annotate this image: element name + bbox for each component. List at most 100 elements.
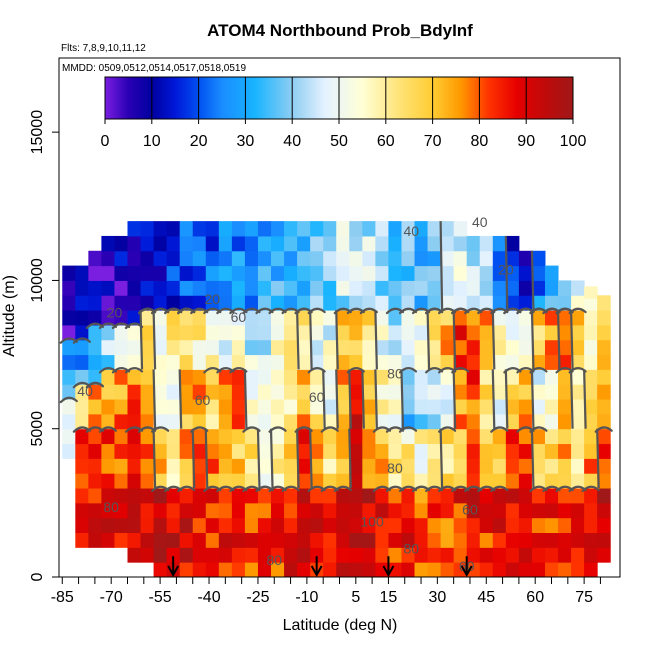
heatmap-cell — [218, 562, 233, 577]
heatmap-cell — [153, 562, 168, 577]
contour-segment — [439, 221, 444, 311]
heatmap-cell — [140, 384, 155, 400]
heatmap-cell — [414, 413, 429, 430]
heatmap-cell — [440, 562, 455, 577]
heatmap-cell — [205, 250, 220, 267]
heatmap-cell — [192, 250, 207, 267]
heatmap-cell — [414, 562, 429, 577]
flight-arrows — [167, 556, 473, 578]
heatmap-cell — [88, 339, 102, 356]
heatmap-cell — [597, 473, 611, 489]
x-tick-label: 5 — [351, 589, 360, 606]
heatmap-cell — [127, 339, 142, 356]
heatmap-cell — [388, 517, 402, 534]
heatmap-cell — [323, 280, 337, 296]
heatmap-cell — [166, 517, 181, 534]
heatmap-cell — [284, 280, 298, 296]
heatmap-cell — [401, 532, 416, 548]
heatmap-cell — [349, 324, 363, 341]
heatmap-cell — [179, 280, 194, 296]
heatmap-cell — [101, 295, 115, 311]
contour-segment — [85, 381, 104, 389]
heatmap-cell — [140, 221, 155, 237]
heatmap-cell — [205, 384, 220, 400]
heatmap-cell — [531, 547, 546, 563]
heatmap-cell — [388, 310, 402, 326]
heatmap-cell — [192, 354, 207, 370]
heatmap-cell — [284, 413, 298, 430]
heatmap-cell — [362, 458, 376, 474]
contour-label: 80 — [103, 499, 119, 515]
heatmap-cell — [453, 488, 468, 504]
heatmap-cell — [466, 399, 481, 415]
heatmap-cell — [453, 221, 468, 237]
contour-segment — [269, 428, 274, 489]
heatmap-cell — [401, 221, 416, 237]
heatmap-cell — [310, 532, 324, 548]
heatmap-cell — [257, 339, 272, 356]
heatmap-cell — [401, 488, 416, 504]
heatmap-cell — [362, 473, 376, 489]
heatmap-cell — [349, 458, 363, 474]
heatmap-cell — [558, 458, 572, 474]
y-axis-label: Altitude (m) — [1, 275, 18, 357]
heatmap-cell — [114, 354, 128, 370]
heatmap-cell — [375, 339, 389, 356]
heatmap-cell — [597, 324, 611, 341]
heatmap-cell — [440, 250, 455, 267]
heatmap-cell — [218, 295, 233, 311]
heatmap-cell — [218, 413, 233, 430]
contour-segment — [335, 369, 339, 429]
heatmap-cell — [336, 221, 350, 237]
heatmap-cell — [571, 295, 585, 311]
heatmap-cell — [349, 502, 363, 519]
heatmap-cell — [88, 324, 102, 341]
contour-segment — [556, 310, 561, 370]
heatmap-cell — [166, 250, 181, 267]
heatmap-cell — [401, 502, 416, 519]
heatmap-cell — [192, 473, 207, 489]
heatmap-cell — [401, 547, 416, 563]
heatmap-cell — [297, 295, 311, 311]
heatmap-cell — [466, 295, 481, 311]
flights-annotation: Flts: 7,8,9,10,11,12 — [61, 43, 146, 54]
heatmap-cell — [192, 399, 207, 415]
contour-segment — [177, 485, 196, 493]
heatmap-cell — [127, 532, 142, 548]
heatmap-cell — [310, 324, 324, 341]
heatmap-cell — [323, 443, 337, 459]
heatmap-cell — [388, 280, 402, 296]
heatmap-cell — [231, 502, 246, 519]
heatmap-cell — [127, 473, 142, 489]
heatmap-cell — [531, 265, 546, 281]
heatmap-cell — [271, 354, 285, 370]
heatmap-cell — [127, 295, 142, 311]
heatmap-cell — [388, 250, 402, 267]
heatmap-cell — [571, 532, 585, 548]
heatmap-cell — [466, 502, 481, 519]
heatmap-cell — [466, 428, 481, 445]
heatmap-cell — [401, 339, 416, 356]
heatmap-cell — [597, 384, 611, 400]
heatmap-cell — [336, 280, 350, 296]
heatmap-cell — [271, 384, 285, 400]
heatmap-cell — [297, 562, 311, 577]
heatmap-cell — [492, 443, 507, 459]
dates-annotation: MMDD: 0509,0512,0514,0517,0518,0519 — [62, 63, 246, 74]
heatmap-cell — [75, 458, 89, 474]
heatmap-cell — [401, 384, 416, 400]
heatmap-cell — [127, 488, 142, 504]
heatmap-cell — [231, 295, 246, 311]
contour-label: 40 — [403, 223, 419, 239]
heatmap-cell — [244, 502, 259, 519]
heatmap-cell — [192, 339, 207, 356]
heatmap-cell — [479, 413, 494, 430]
heatmap-cell — [310, 250, 324, 267]
heatmap-cell — [310, 428, 324, 445]
heatmap-cell — [127, 384, 142, 400]
heatmap-cell — [531, 488, 546, 504]
heatmap-cell — [166, 221, 181, 237]
heatmap-cell — [75, 384, 89, 400]
contour-segment — [348, 428, 352, 489]
heatmap-cell — [531, 384, 546, 400]
